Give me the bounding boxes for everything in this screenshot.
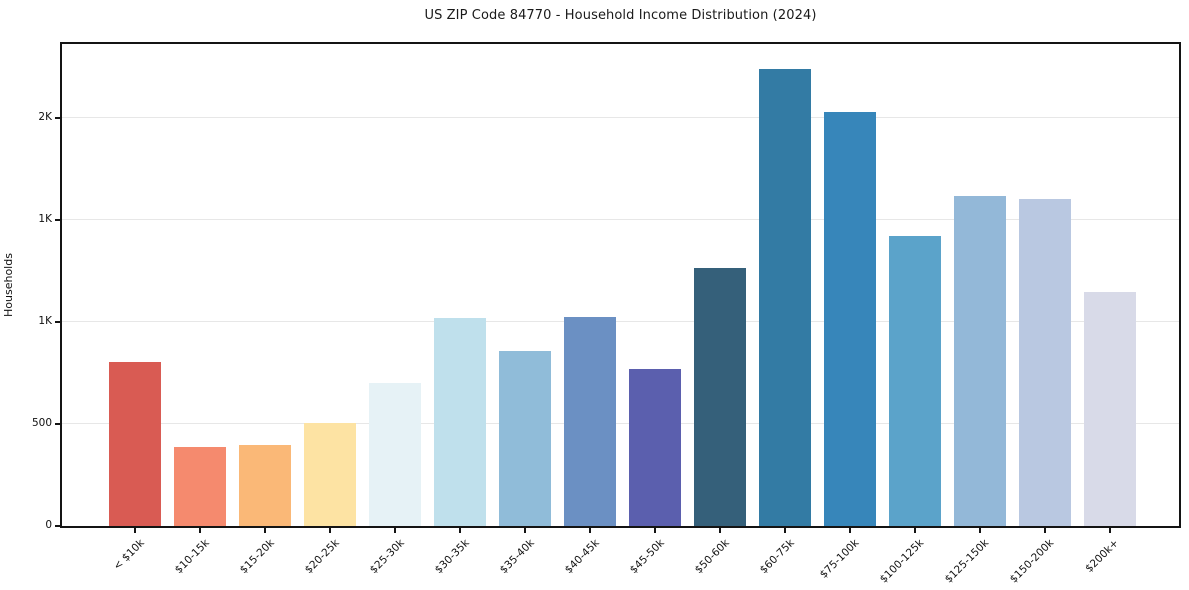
x-tick-mark	[784, 528, 786, 533]
bar-100-125k	[889, 236, 941, 526]
x-tick-mark	[459, 528, 461, 533]
x-tick-label: $125-150k	[942, 537, 992, 586]
gridline	[62, 423, 1179, 425]
bar-40-45k	[564, 317, 616, 526]
x-tick-mark	[589, 528, 591, 533]
x-tick-mark	[979, 528, 981, 533]
x-tick-mark	[1109, 528, 1111, 533]
y-tick-mark	[55, 422, 60, 425]
x-tick-mark	[264, 528, 266, 533]
x-tick-mark	[719, 528, 721, 533]
x-tick-mark	[914, 528, 916, 533]
x-tick-mark	[329, 528, 331, 533]
bar-150-200k	[1019, 199, 1071, 526]
x-tick-label: $50-60k	[692, 537, 732, 577]
y-tick-label: 1K	[38, 314, 52, 327]
bar-35-40k	[499, 351, 551, 526]
x-tick-label: $200k+	[1083, 537, 1122, 575]
y-tick-mark	[55, 525, 60, 527]
x-tick-mark	[134, 528, 136, 533]
gridline	[62, 321, 1179, 323]
x-tick-mark	[524, 528, 526, 533]
y-tick-label: 0	[45, 519, 52, 531]
x-tick-label: $100-125k	[877, 537, 927, 586]
x-tick-label: < $10k	[110, 537, 147, 573]
gridline	[62, 117, 1179, 119]
bar-25-30k	[369, 383, 421, 526]
bar-10-15k	[174, 447, 226, 526]
y-tick-label: 1K	[38, 212, 52, 225]
gridline	[62, 219, 1179, 221]
y-tick-mark	[55, 320, 60, 323]
bar-10k	[109, 362, 161, 526]
x-tick-label: $20-25k	[302, 537, 342, 577]
bar-125-150k	[954, 196, 1006, 526]
bar-200k	[1084, 292, 1136, 526]
x-tick-label: $15-20k	[237, 537, 277, 577]
x-tick-label: $30-35k	[432, 537, 472, 577]
bar-20-25k	[304, 423, 356, 526]
x-tick-mark	[394, 528, 396, 533]
x-tick-label: $35-40k	[497, 537, 537, 577]
x-tick-mark	[1044, 528, 1046, 533]
x-tick-label: $40-45k	[562, 537, 602, 577]
x-tick-label: $45-50k	[627, 537, 667, 577]
y-tick-mark	[55, 218, 60, 221]
bar-50-60k	[694, 268, 746, 526]
x-tick-mark	[199, 528, 201, 533]
bar-60-75k	[759, 69, 811, 526]
x-tick-label: $60-75k	[757, 537, 797, 577]
x-tick-label: $10-15k	[172, 537, 212, 577]
x-tick-mark	[849, 528, 851, 533]
bar-15-20k	[239, 445, 291, 526]
x-tick-label: $25-30k	[367, 537, 407, 577]
chart-title: US ZIP Code 84770 - Household Income Dis…	[424, 8, 817, 23]
bar-75-100k	[824, 112, 876, 526]
bar-45-50k	[629, 369, 681, 526]
y-tick-mark	[55, 116, 60, 119]
y-tick-label: 500	[31, 416, 52, 429]
x-tick-label: $75-100k	[817, 537, 862, 581]
y-tick-label: 2K	[38, 110, 52, 123]
x-tick-label: $150-200k	[1007, 537, 1057, 586]
bar-30-35k	[434, 318, 486, 526]
x-tick-mark	[654, 528, 656, 533]
plot-area	[60, 42, 1181, 528]
